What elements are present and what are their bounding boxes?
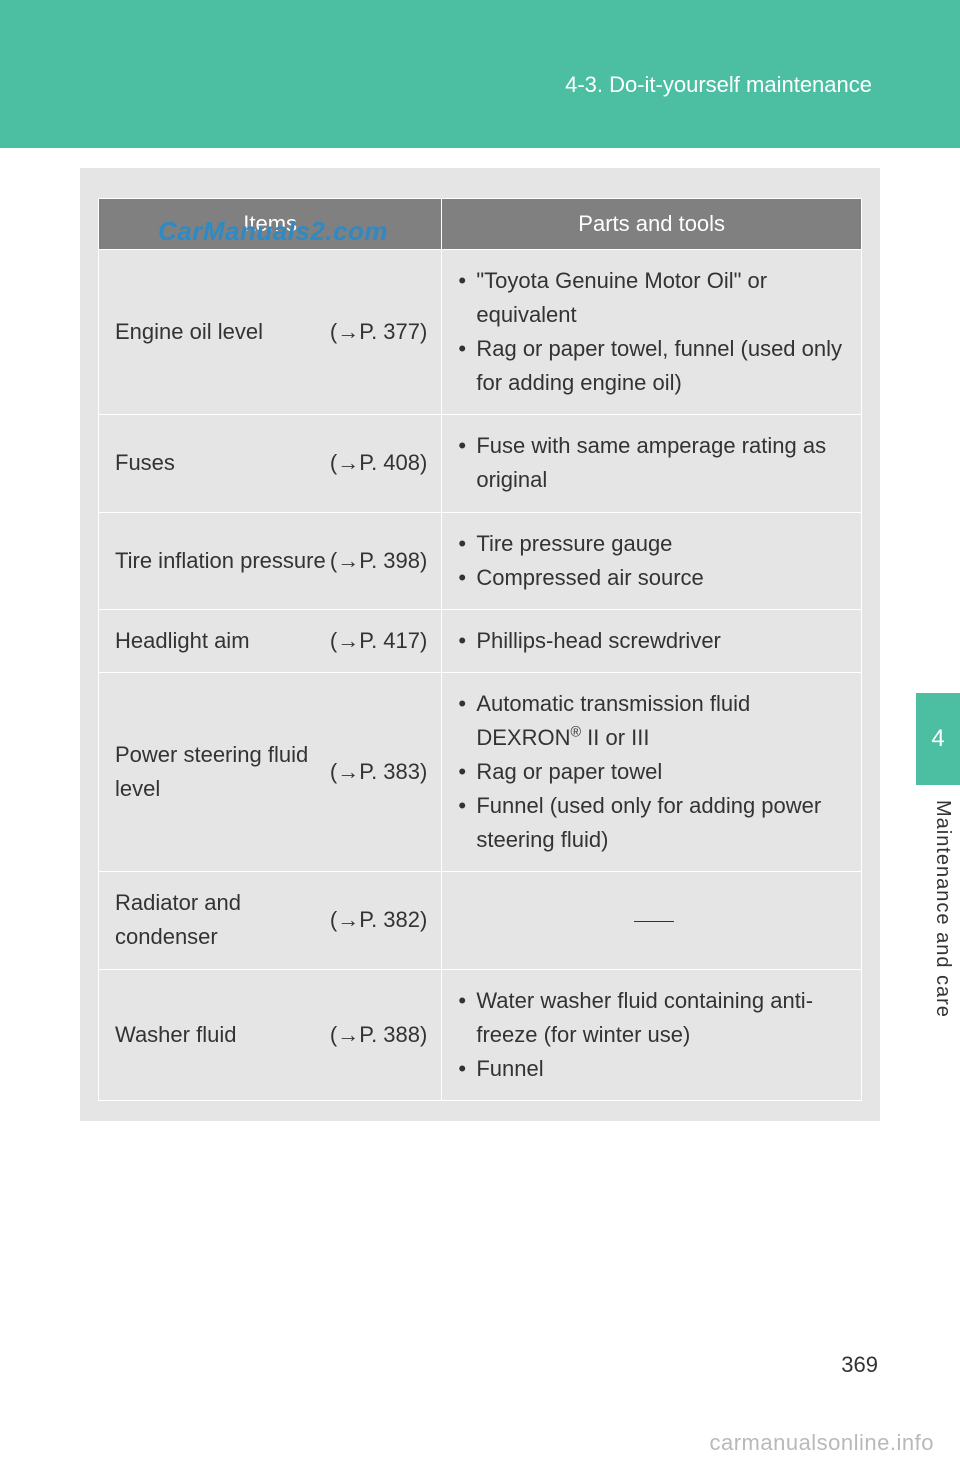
content-box: Items Parts and tools Engine oil level(→…	[80, 168, 880, 1121]
item-ref: (→P. 388)	[330, 1018, 433, 1052]
item-cell: Tire inflation pressure(→P. 398)	[99, 512, 442, 609]
side-tab-number: 4	[931, 725, 944, 753]
item-label: Headlight aim	[115, 624, 330, 658]
col-tools: Parts and tools	[442, 199, 862, 250]
tools-cell	[442, 872, 862, 969]
tools-list: Fuse with same amperage rating as origin…	[458, 429, 849, 497]
item-cell: Washer fluid(→P. 388)	[99, 969, 442, 1100]
tools-item: Phillips-head screwdriver	[458, 624, 849, 658]
item-cell: Radiator and condenser(→P. 382)	[99, 872, 442, 969]
tools-item: Water washer fluid containing anti-freez…	[458, 984, 849, 1052]
table-row: Headlight aim(→P. 417) Phillips-head scre…	[99, 609, 862, 672]
footer-watermark: carmanualsonline.info	[709, 1430, 934, 1456]
item-ref: (→P. 377)	[330, 315, 433, 349]
table-row: Radiator and condenser(→P. 382)	[99, 872, 862, 969]
tools-list: "Toyota Genuine Motor Oil" or equivalent…	[458, 264, 849, 400]
side-tab: 4	[916, 693, 960, 785]
section-title: 4-3. Do-it-yourself maintenance	[565, 72, 872, 98]
table-row: Fuses(→P. 408)Fuse with same amperage ra…	[99, 415, 862, 512]
item-label: Power steering fluid level	[115, 738, 330, 806]
item-cell: Fuses(→P. 408)	[99, 415, 442, 512]
tools-list: Phillips-head screwdriver	[458, 624, 849, 658]
item-ref: (→P. 382)	[330, 903, 433, 937]
item-label: Tire inflation pressure	[115, 544, 330, 578]
page-number: 369	[841, 1352, 878, 1378]
item-cell: Engine oil level(→P. 377)	[99, 250, 442, 415]
tools-cell: Water washer fluid containing anti-freez…	[442, 969, 862, 1100]
tools-cell: "Toyota Genuine Motor Oil" or equivalent…	[442, 250, 862, 415]
item-label: Fuses	[115, 446, 330, 480]
item-ref: (→P. 417)	[330, 624, 433, 658]
item-label: Radiator and condenser	[115, 886, 330, 954]
tools-item: Funnel (used only for adding power steer…	[458, 789, 849, 857]
tools-item: Rag or paper towel, funnel (used only fo…	[458, 332, 849, 400]
maintenance-table: Items Parts and tools Engine oil level(→…	[98, 198, 862, 1101]
table-row: Tire inflation pressure(→P. 398)Tire pre…	[99, 512, 862, 609]
tools-item: Rag or paper towel	[458, 755, 849, 789]
item-label: Engine oil level	[115, 315, 330, 349]
tools-item: "Toyota Genuine Motor Oil" or equivalent	[458, 264, 849, 332]
item-label: Washer fluid	[115, 1018, 330, 1052]
tools-cell: Phillips-head screwdriver	[442, 609, 862, 672]
tools-cell: Automatic transmission fluid DEXRON® II …	[442, 672, 862, 871]
tools-item: Compressed air source	[458, 561, 849, 595]
tools-item: Fuse with same amperage rating as origin…	[458, 429, 849, 497]
empty-dash	[634, 921, 674, 922]
side-label: Maintenance and care	[931, 800, 954, 1018]
table-row: Engine oil level(→P. 377)"Toyota Genuine…	[99, 250, 862, 415]
item-ref: (→P. 398)	[330, 544, 433, 578]
item-cell: Headlight aim(→P. 417)	[99, 609, 442, 672]
item-ref: (→P. 408)	[330, 446, 433, 480]
col-items: Items	[99, 199, 442, 250]
tools-cell: Tire pressure gaugeCompressed air source	[442, 512, 862, 609]
table-row: Power steering fluid level(→P. 383)Autom…	[99, 672, 862, 871]
tools-item: Tire pressure gauge	[458, 527, 849, 561]
tools-item: Automatic transmission fluid DEXRON® II …	[458, 687, 849, 755]
tools-item: Funnel	[458, 1052, 849, 1086]
tools-list: Automatic transmission fluid DEXRON® II …	[458, 687, 849, 857]
tools-list: Tire pressure gaugeCompressed air source	[458, 527, 849, 595]
table-row: Washer fluid(→P. 388)Water washer fluid …	[99, 969, 862, 1100]
tools-cell: Fuse with same amperage rating as origin…	[442, 415, 862, 512]
item-cell: Power steering fluid level(→P. 383)	[99, 672, 442, 871]
item-ref: (→P. 383)	[330, 755, 433, 789]
tools-list: Water washer fluid containing anti-freez…	[458, 984, 849, 1086]
